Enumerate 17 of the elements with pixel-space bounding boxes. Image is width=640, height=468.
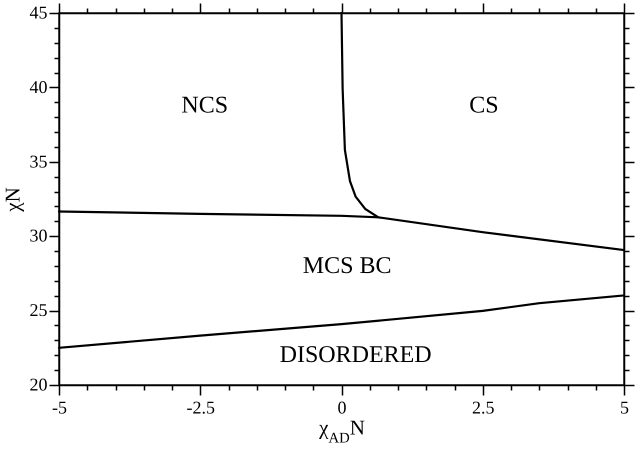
annotation: MCS BC [302, 252, 392, 279]
y-tick-label: 35 [30, 151, 48, 172]
x-tick-label: 2.5 [472, 398, 494, 418]
annotation: CS [469, 92, 499, 118]
y-tick-label: 30 [30, 226, 48, 246]
x-axis-title: χ$_{AD}$N [318, 416, 365, 446]
y-axis-title: χN [0, 187, 24, 213]
y-tick-label: 20 [30, 374, 48, 394]
x-tick-label: -5 [52, 398, 67, 418]
x-tick-label: 0 [338, 398, 346, 418]
x-tick-label: -2.5 [186, 398, 215, 418]
y-tick-label: 45 [30, 2, 48, 22]
annotation: NCS [181, 92, 228, 118]
y-tick-label: 25 [30, 300, 48, 320]
y-tick-label: 40 [30, 76, 48, 97]
annotation: DISORDERED [280, 342, 432, 368]
x-tick-label: 5 [620, 398, 629, 418]
